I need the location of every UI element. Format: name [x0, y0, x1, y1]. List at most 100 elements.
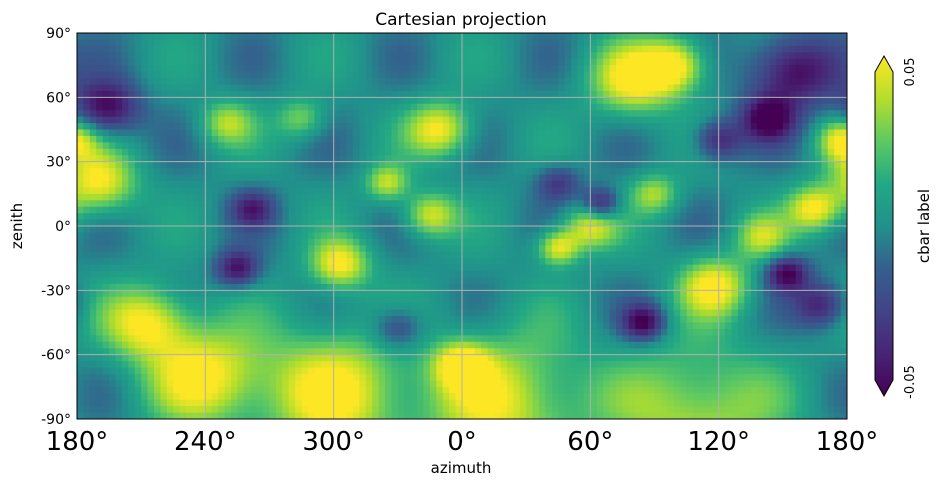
heatmap-cell [532, 71, 540, 79]
heatmap-cell [596, 52, 604, 60]
heatmap-cell [128, 309, 136, 317]
heatmap-cell [231, 187, 239, 195]
heatmap-cell [583, 65, 591, 73]
heatmap-cell [346, 380, 354, 388]
heatmap-cell [378, 303, 386, 311]
heatmap-cell [378, 399, 386, 407]
heatmap-cell [365, 155, 373, 163]
heatmap-cell [224, 380, 232, 388]
heatmap-cell [83, 58, 91, 66]
heatmap-cell [275, 264, 283, 272]
heatmap-cell [558, 309, 566, 317]
heatmap-cell [263, 148, 271, 156]
heatmap-cell [532, 283, 540, 291]
heatmap-cell [340, 226, 348, 234]
heatmap-cell [83, 283, 91, 291]
heatmap-cell [147, 148, 155, 156]
heatmap-cell [96, 238, 104, 246]
heatmap-cell [500, 78, 508, 86]
heatmap-cell [282, 373, 290, 381]
heatmap-cell [577, 264, 585, 272]
heatmap-cell [198, 251, 206, 259]
heatmap-cell [256, 386, 264, 394]
heatmap-cell [205, 116, 213, 124]
heatmap-cell [211, 168, 219, 176]
heatmap-cell [583, 380, 591, 388]
heatmap-cell [468, 264, 476, 272]
heatmap-cell [455, 264, 463, 272]
heatmap-cell [494, 168, 502, 176]
heatmap-cell [250, 78, 258, 86]
heatmap-cell [410, 180, 418, 188]
heatmap-cell [154, 328, 162, 336]
heatmap-cell [590, 290, 598, 298]
heatmap-cell [154, 361, 162, 369]
heatmap-cell [77, 367, 85, 375]
heatmap-cell [468, 135, 476, 143]
heatmap-cell [269, 84, 277, 92]
heatmap-cell [269, 168, 277, 176]
heatmap-cell [243, 219, 251, 227]
heatmap-cell [455, 283, 463, 291]
heatmap-cell [141, 328, 149, 336]
heatmap-cell [102, 264, 110, 272]
heatmap-cell [564, 406, 572, 414]
heatmap-cell [83, 193, 91, 201]
heatmap-cell [327, 290, 335, 298]
heatmap-cell [545, 251, 553, 259]
heatmap-cell [243, 348, 251, 356]
heatmap-cell [417, 161, 425, 169]
heatmap-cell [545, 373, 553, 381]
heatmap-cell [250, 168, 258, 176]
heatmap-cell [320, 116, 328, 124]
heatmap-cell [327, 97, 335, 105]
heatmap-cell [564, 103, 572, 111]
heatmap-cell [218, 39, 226, 47]
heatmap-cell [141, 367, 149, 375]
heatmap-cell [121, 380, 129, 388]
heatmap-cell [583, 406, 591, 414]
heatmap-cell [359, 316, 367, 324]
heatmap-cell [314, 129, 322, 137]
heatmap-cell [121, 322, 129, 330]
heatmap-cell [205, 90, 213, 98]
heatmap-cell [173, 161, 181, 169]
heatmap-cell [372, 52, 380, 60]
heatmap-cell [468, 206, 476, 214]
heatmap-cell [109, 213, 117, 221]
heatmap-cell [147, 219, 155, 227]
heatmap-cell [224, 341, 232, 349]
heatmap-cell [494, 232, 502, 240]
heatmap-cell [166, 39, 174, 47]
heatmap-cell [128, 71, 136, 79]
heatmap-cell [455, 219, 463, 227]
heatmap-cell [539, 180, 547, 188]
heatmap-cell [96, 33, 104, 41]
heatmap-cell [243, 155, 251, 163]
heatmap-cell [314, 65, 322, 73]
heatmap-cell [551, 193, 559, 201]
heatmap-cell [160, 309, 168, 317]
heatmap-cell [231, 393, 239, 401]
heatmap-cell [288, 45, 296, 53]
heatmap-cell [256, 238, 264, 246]
heatmap-cell [224, 348, 232, 356]
heatmap-cell [218, 406, 226, 414]
heatmap-cell [327, 168, 335, 176]
heatmap-cell [211, 277, 219, 285]
heatmap-cell [449, 193, 457, 201]
heatmap-cell [192, 78, 200, 86]
heatmap-cell [301, 245, 309, 253]
heatmap-cell [558, 406, 566, 414]
heatmap-cell [474, 219, 482, 227]
heatmap-cell [250, 367, 258, 375]
heatmap-cell [410, 174, 418, 182]
heatmap-cell [423, 316, 431, 324]
heatmap-cell [346, 367, 354, 375]
heatmap-cell [449, 168, 457, 176]
heatmap-cell [474, 290, 482, 298]
heatmap-cell [333, 155, 341, 163]
heatmap-cell [468, 193, 476, 201]
heatmap-cell [564, 84, 572, 92]
heatmap-cell [571, 58, 579, 66]
